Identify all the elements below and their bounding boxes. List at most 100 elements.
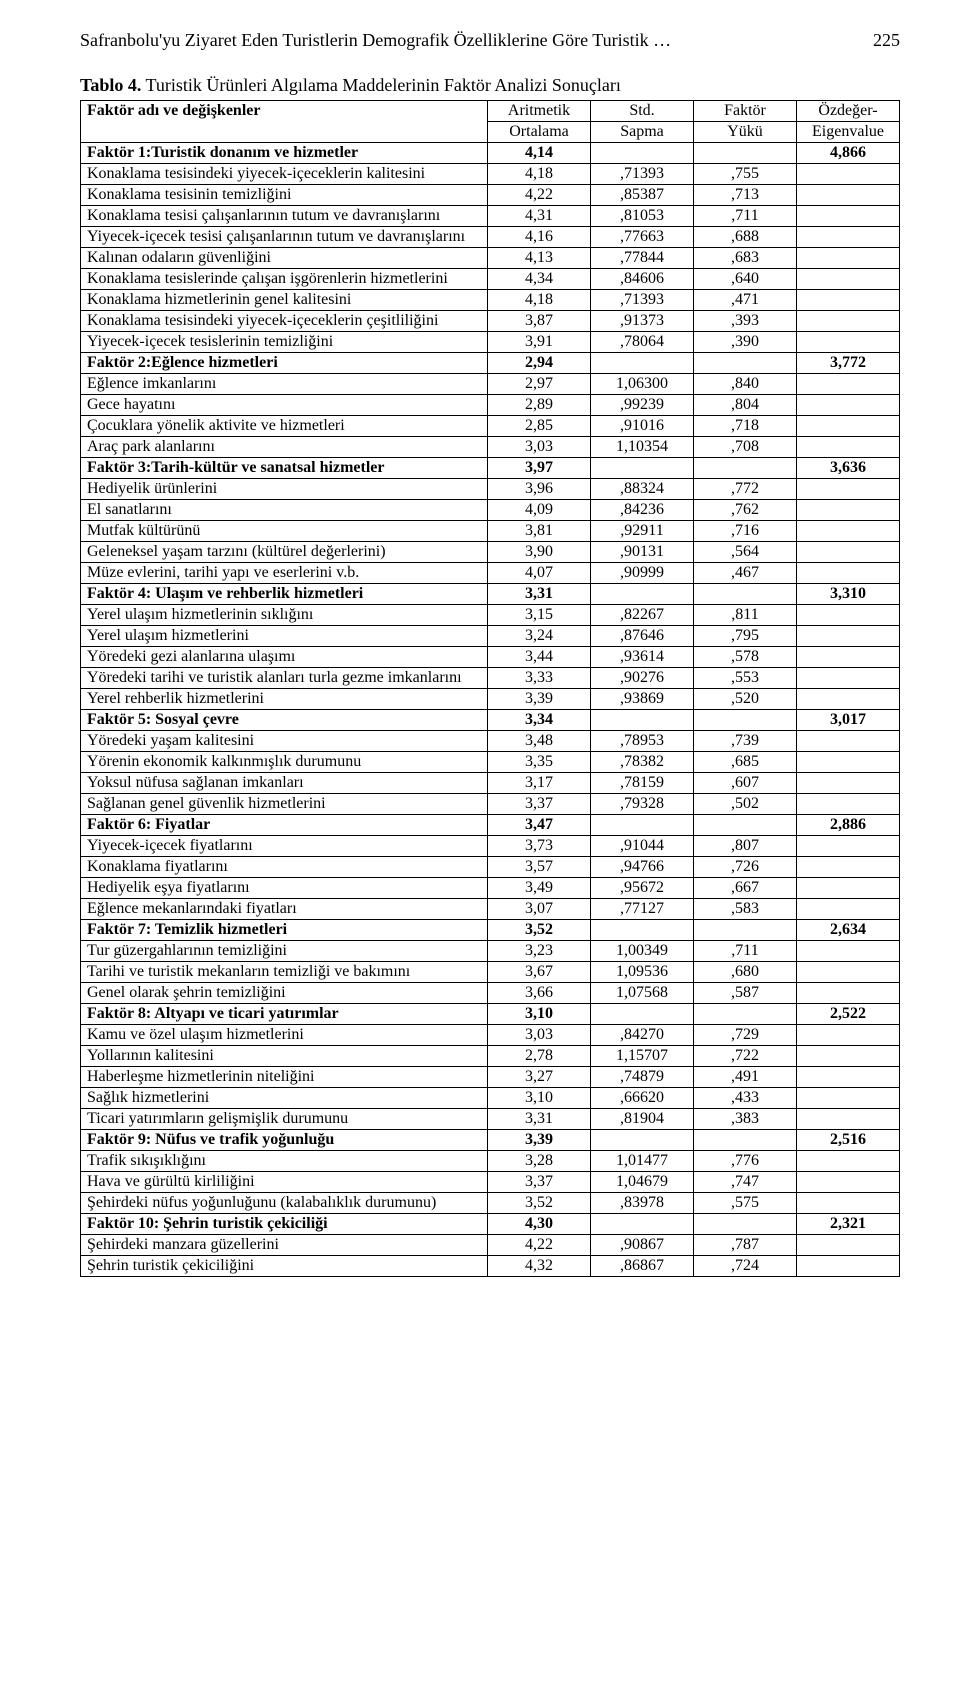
cell-eig [797, 185, 900, 206]
item-row: Genel olarak şehrin temizliğini3,661,075… [81, 983, 900, 1004]
cell-mean: 3,57 [488, 857, 591, 878]
cell-mean: 3,37 [488, 794, 591, 815]
cell-load: ,787 [694, 1235, 797, 1256]
col-header-mean-1: Aritmetik [488, 101, 591, 122]
row-label: Geleneksel yaşam tarzını (kültürel değer… [81, 542, 488, 563]
item-row: Konaklama tesisindeki yiyecek-içecekleri… [81, 164, 900, 185]
item-row: Yöredeki yaşam kalitesini3,48,78953,739 [81, 731, 900, 752]
factor-row: Faktör 8: Altyapı ve ticari yatırımlar3,… [81, 1004, 900, 1025]
cell-eig [797, 563, 900, 584]
cell-sd: ,84606 [591, 269, 694, 290]
cell-eig [797, 269, 900, 290]
row-label: Konaklama fiyatlarını [81, 857, 488, 878]
cell-eig [797, 878, 900, 899]
row-label: Faktör 8: Altyapı ve ticari yatırımlar [81, 1004, 488, 1025]
cell-mean: 3,15 [488, 605, 591, 626]
item-row: Konaklama tesisi çalışanlarının tutum ve… [81, 206, 900, 227]
col-header-sd-1: Std. [591, 101, 694, 122]
col-header-eig-2: Eigenvalue [797, 122, 900, 143]
row-label: Mutfak kültürünü [81, 521, 488, 542]
cell-load: ,583 [694, 899, 797, 920]
item-row: Tur güzergahlarının temizliğini3,231,003… [81, 941, 900, 962]
cell-mean: 3,37 [488, 1172, 591, 1193]
cell-mean: 2,85 [488, 416, 591, 437]
cell-mean: 3,97 [488, 458, 591, 479]
item-row: Hediyelik eşya fiyatlarını3,49,95672,667 [81, 878, 900, 899]
cell-sd [591, 920, 694, 941]
row-label: Yerel ulaşım hizmetlerini [81, 626, 488, 647]
item-row: Yöredeki tarihi ve turistik alanları tur… [81, 668, 900, 689]
cell-sd: 1,04679 [591, 1172, 694, 1193]
item-row: Hediyelik ürünlerini3,96,88324,772 [81, 479, 900, 500]
cell-mean: 3,10 [488, 1088, 591, 1109]
row-label: Yiyecek-içecek fiyatlarını [81, 836, 488, 857]
cell-sd: ,90131 [591, 542, 694, 563]
cell-sd: ,85387 [591, 185, 694, 206]
cell-load: ,772 [694, 479, 797, 500]
cell-mean: 4,30 [488, 1214, 591, 1235]
cell-load: ,776 [694, 1151, 797, 1172]
cell-eig: 2,522 [797, 1004, 900, 1025]
cell-sd: ,84270 [591, 1025, 694, 1046]
table-body: Faktör 1:Turistik donanım ve hizmetler4,… [81, 143, 900, 1277]
cell-mean: 2,89 [488, 395, 591, 416]
row-label: Ticari yatırımların gelişmişlik durumunu [81, 1109, 488, 1130]
item-row: Müze evlerini, tarihi yapı ve eserlerini… [81, 563, 900, 584]
cell-load: ,491 [694, 1067, 797, 1088]
cell-eig: 2,634 [797, 920, 900, 941]
item-row: Yiyecek-içecek tesisi çalışanlarının tut… [81, 227, 900, 248]
cell-sd: ,86867 [591, 1256, 694, 1277]
col-header-eig-1: Özdeğer- [797, 101, 900, 122]
cell-sd: 1,10354 [591, 437, 694, 458]
cell-mean: 3,28 [488, 1151, 591, 1172]
cell-load: ,688 [694, 227, 797, 248]
cell-mean: 3,67 [488, 962, 591, 983]
row-label: Faktör 4: Ulaşım ve rehberlik hizmetleri [81, 584, 488, 605]
cell-load: ,433 [694, 1088, 797, 1109]
item-row: Şehrin turistik çekiciliğini4,32,86867,7… [81, 1256, 900, 1277]
row-label: Haberleşme hizmetlerinin niteliğini [81, 1067, 488, 1088]
cell-mean: 3,33 [488, 668, 591, 689]
cell-load: ,680 [694, 962, 797, 983]
cell-sd: ,77844 [591, 248, 694, 269]
cell-eig [797, 521, 900, 542]
item-row: Geleneksel yaşam tarzını (kültürel değer… [81, 542, 900, 563]
cell-mean: 3,31 [488, 584, 591, 605]
factor-analysis-table: Faktör adı ve değişkenler Aritmetik Std.… [80, 100, 900, 1277]
cell-sd [591, 458, 694, 479]
cell-load: ,711 [694, 941, 797, 962]
cell-eig [797, 1109, 900, 1130]
cell-sd: ,91373 [591, 311, 694, 332]
row-label: Yiyecek-içecek tesisi çalışanlarının tut… [81, 227, 488, 248]
item-row: Yoksul nüfusa sağlanan imkanları3,17,781… [81, 773, 900, 794]
row-label: Şehirdeki manzara güzellerini [81, 1235, 488, 1256]
cell-eig: 3,310 [797, 584, 900, 605]
cell-mean: 3,31 [488, 1109, 591, 1130]
cell-eig [797, 1067, 900, 1088]
cell-load [694, 1214, 797, 1235]
row-label: Eğlence imkanlarını [81, 374, 488, 395]
cell-eig [797, 1025, 900, 1046]
cell-mean: 3,52 [488, 1193, 591, 1214]
item-row: Kamu ve özel ulaşım hizmetlerini3,03,842… [81, 1025, 900, 1046]
cell-eig [797, 962, 900, 983]
item-row: Yiyecek-içecek tesislerinin temizliğini3… [81, 332, 900, 353]
row-label: Faktör 10: Şehrin turistik çekiciliği [81, 1214, 488, 1235]
cell-sd: ,77663 [591, 227, 694, 248]
cell-load: ,804 [694, 395, 797, 416]
cell-sd: ,81053 [591, 206, 694, 227]
factor-row: Faktör 2:Eğlence hizmetleri2,943,772 [81, 353, 900, 374]
cell-load: ,713 [694, 185, 797, 206]
cell-eig [797, 647, 900, 668]
cell-load: ,393 [694, 311, 797, 332]
item-row: Gece hayatını2,89,99239,804 [81, 395, 900, 416]
row-label: Kalınan odaların güvenliğini [81, 248, 488, 269]
cell-eig [797, 437, 900, 458]
cell-load: ,718 [694, 416, 797, 437]
cell-sd: ,93614 [591, 647, 694, 668]
cell-eig [797, 626, 900, 647]
cell-eig [797, 1193, 900, 1214]
cell-load: ,755 [694, 164, 797, 185]
cell-load: ,762 [694, 500, 797, 521]
cell-mean: 3,90 [488, 542, 591, 563]
